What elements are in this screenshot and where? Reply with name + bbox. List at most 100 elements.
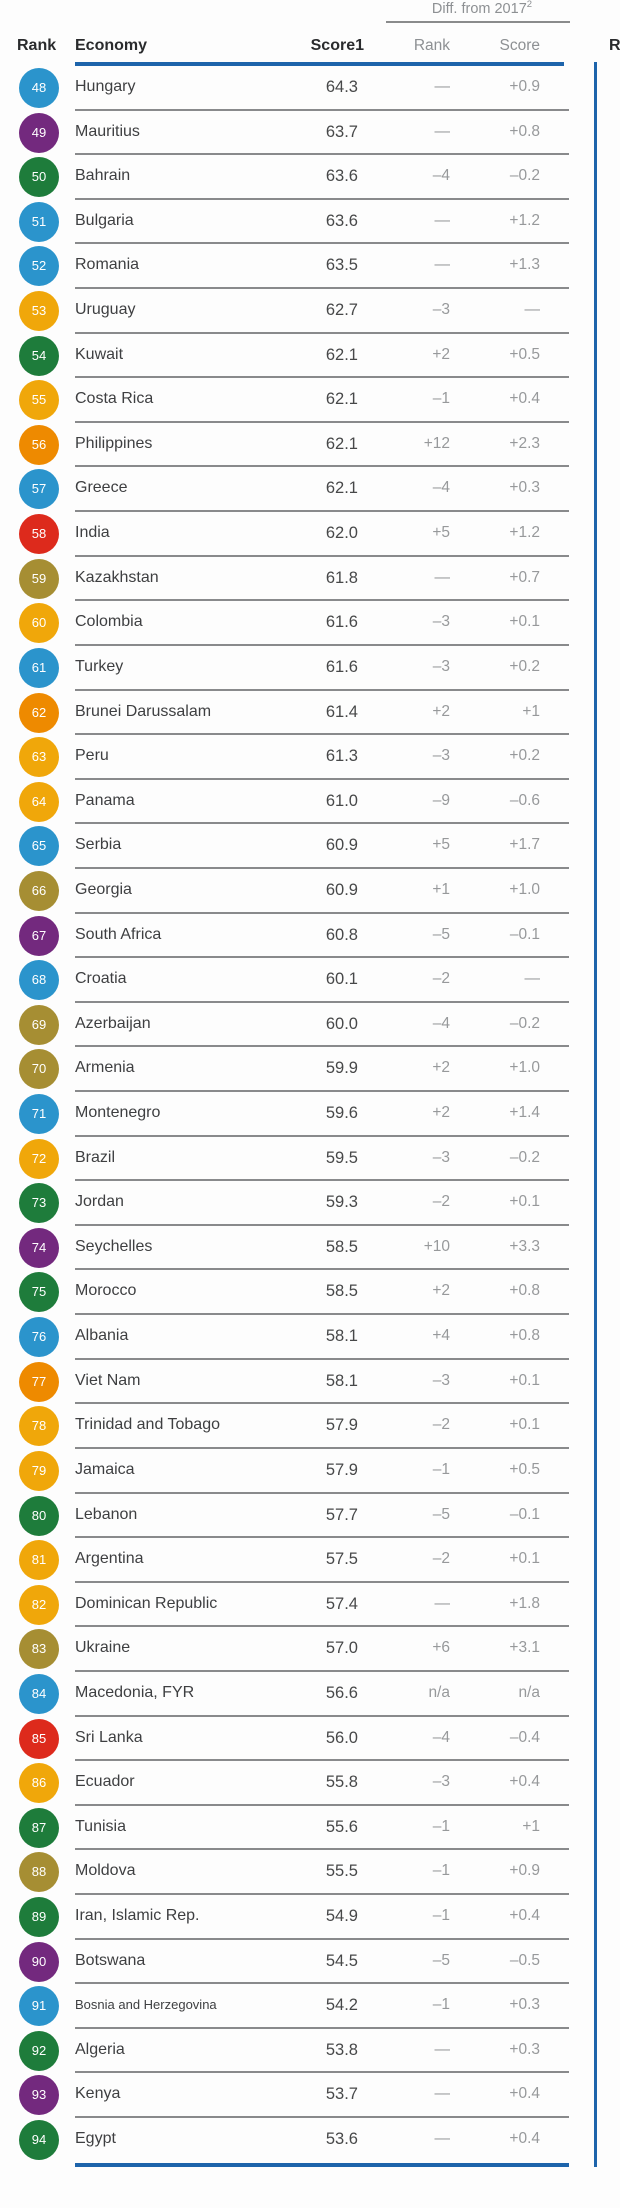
diff-rank-value: –1: [432, 1460, 450, 1478]
score-value: 61.3: [325, 747, 358, 766]
economy-name: South Africa: [75, 925, 162, 943]
score-value: 54.2: [325, 1996, 358, 2015]
diff-score-value: +0.1: [509, 613, 540, 631]
row-separator: [75, 242, 569, 245]
table-row: 58 India 62.0 +5 +1.2: [0, 512, 620, 557]
table-row: 79 Jamaica 57.9 –1 +0.5: [0, 1449, 620, 1494]
economy-name: Argentina: [75, 1550, 144, 1568]
economy-name: Egypt: [75, 2130, 116, 2148]
table-row: 70 Armenia 59.9 +2 +1.0: [0, 1047, 620, 1093]
diff-score-value: +1.0: [509, 880, 540, 898]
economy-name: Kuwait: [75, 345, 124, 363]
diff-rank-value: –3: [432, 1148, 450, 1166]
table-row: 54 Kuwait 62.1 +2 +0.5: [0, 334, 620, 379]
table-row: 56 Philippines 62.1 +12 +2.3: [0, 423, 620, 468]
economy-name: Bosnia and Herzegovina: [75, 1997, 217, 2013]
table-row: 71 Montenegro 59.6 +2 +1.4: [0, 1092, 620, 1137]
economy-name: Colombia: [75, 613, 143, 631]
score-value: 56.0: [325, 1728, 358, 1747]
diff-score-value: +0.9: [509, 78, 540, 95]
score-header-text: Score: [310, 37, 356, 54]
economy-name: Jordan: [75, 1193, 124, 1211]
economy-name: Bulgaria: [75, 211, 134, 229]
table-row: 61 Turkey 61.6 –3 +0.2: [0, 646, 620, 691]
score-value: 55.5: [325, 1862, 358, 1881]
row-separator: [75, 465, 569, 468]
score-value: 54.5: [325, 1951, 358, 1970]
economy-name: Croatia: [75, 970, 127, 988]
diff-score-value: +0.1: [509, 1416, 540, 1434]
adjacent-table-divider: [594, 62, 597, 2167]
diff-score-value: +0.9: [509, 1862, 540, 1880]
row-separator: [75, 1536, 569, 1539]
rank-badge: 49: [19, 112, 59, 153]
diff-rank-value: –2: [432, 1193, 450, 1211]
table-row: 88 Moldova 55.5 –1 +0.9: [0, 1850, 620, 1895]
economy-name: Dominican Republic: [75, 1594, 218, 1612]
diff-rank-value: +1: [432, 880, 450, 898]
diff-rank-value: —: [434, 2085, 451, 2103]
economy-name: Hungary: [75, 78, 136, 95]
diff-score-value: +0.5: [509, 345, 540, 363]
table-row: 86 Ecuador 55.8 –3 +0.4: [0, 1761, 620, 1806]
rank-badge: 55: [19, 380, 59, 421]
diff-score-value: –0.5: [509, 1951, 540, 1969]
column-header-economy: Economy: [75, 37, 148, 54]
row-separator: [75, 1134, 569, 1137]
score-value: 59.3: [325, 1193, 358, 1212]
diff-rank-value: –3: [432, 1773, 450, 1791]
diff-score-value: +0.3: [509, 479, 540, 497]
diff-score-value: +0.4: [509, 2130, 540, 2148]
diff-rank-value: —: [434, 122, 451, 140]
row-separator: [75, 956, 569, 959]
diff-score-value: +1.0: [509, 1059, 540, 1077]
table-row: 89 Iran, Islamic Rep. 54.9 –1 +0.4: [0, 1895, 620, 1940]
rank-badge: 64: [19, 781, 59, 822]
score-value: 61.6: [325, 613, 358, 632]
score-footnote-marker: 1: [355, 37, 364, 54]
row-separator: [75, 1848, 569, 1851]
economy-name: Mauritius: [75, 122, 140, 140]
diff-rank-value: —: [434, 256, 451, 274]
economy-name: Philippines: [75, 434, 153, 452]
table-row: 78 Trinidad and Tobago 57.9 –2 +0.1: [0, 1404, 620, 1449]
table-row: 52 Romania 63.5 — +1.3: [0, 244, 620, 290]
score-value: 58.5: [325, 1237, 358, 1256]
row-separator: [75, 1714, 569, 1717]
score-value: 62.1: [325, 345, 358, 364]
economy-name: Tunisia: [75, 1817, 126, 1835]
column-header-diff-score: Score: [499, 37, 541, 54]
score-value: 61.4: [325, 702, 358, 721]
row-separator: [75, 1625, 569, 1628]
rank-badge: 70: [19, 1049, 59, 1090]
table-row: 74 Seychelles 58.5 +10 +3.3: [0, 1226, 620, 1271]
rank-badge: 66: [19, 870, 59, 911]
economy-name: Armenia: [75, 1059, 135, 1077]
diff-rank-value: +2: [432, 345, 450, 363]
diff-score-value: +0.5: [509, 1460, 540, 1478]
rank-badge: 69: [19, 1004, 59, 1045]
table-row: 66 Georgia 60.9 +1 +1.0: [0, 869, 620, 914]
table-row: 72 Brazil 59.5 –3 –0.2: [0, 1137, 620, 1182]
diff-rank-value: –2: [432, 1550, 450, 1568]
diff-rank-value: –1: [432, 1862, 450, 1880]
diff-rank-value: –3: [432, 747, 450, 765]
table-row: 92 Algeria 53.8 — +0.3: [0, 2029, 620, 2074]
rank-badge: 76: [19, 1317, 59, 1358]
table-row: 80 Lebanon 57.7 –5 –0.1: [0, 1494, 620, 1539]
row-separator: [75, 554, 569, 557]
table-row: 84 Macedonia, FYR 56.6 n/a n/a: [0, 1672, 620, 1717]
diff-rank-value: –2: [432, 970, 450, 988]
diff-score-value: +3.3: [509, 1237, 540, 1255]
table-row: 91 Bosnia and Herzegovina 54.2 –1 +0.3: [0, 1984, 620, 2029]
score-value: 57.9: [325, 1460, 358, 1479]
diff-score-value: —: [524, 970, 541, 988]
score-value: 55.6: [325, 1817, 358, 1836]
economy-name: Ukraine: [75, 1639, 131, 1657]
diff-score-value: +0.1: [509, 1550, 540, 1568]
diff-from-2017-group-header: Diff. from 20172: [392, 0, 572, 17]
diff-rank-value: +4: [432, 1327, 450, 1345]
table-row: 90 Botswana 54.5 –5 –0.5: [0, 1940, 620, 1985]
score-value: 57.7: [325, 1505, 358, 1524]
rank-badge: 84: [19, 1673, 59, 1714]
